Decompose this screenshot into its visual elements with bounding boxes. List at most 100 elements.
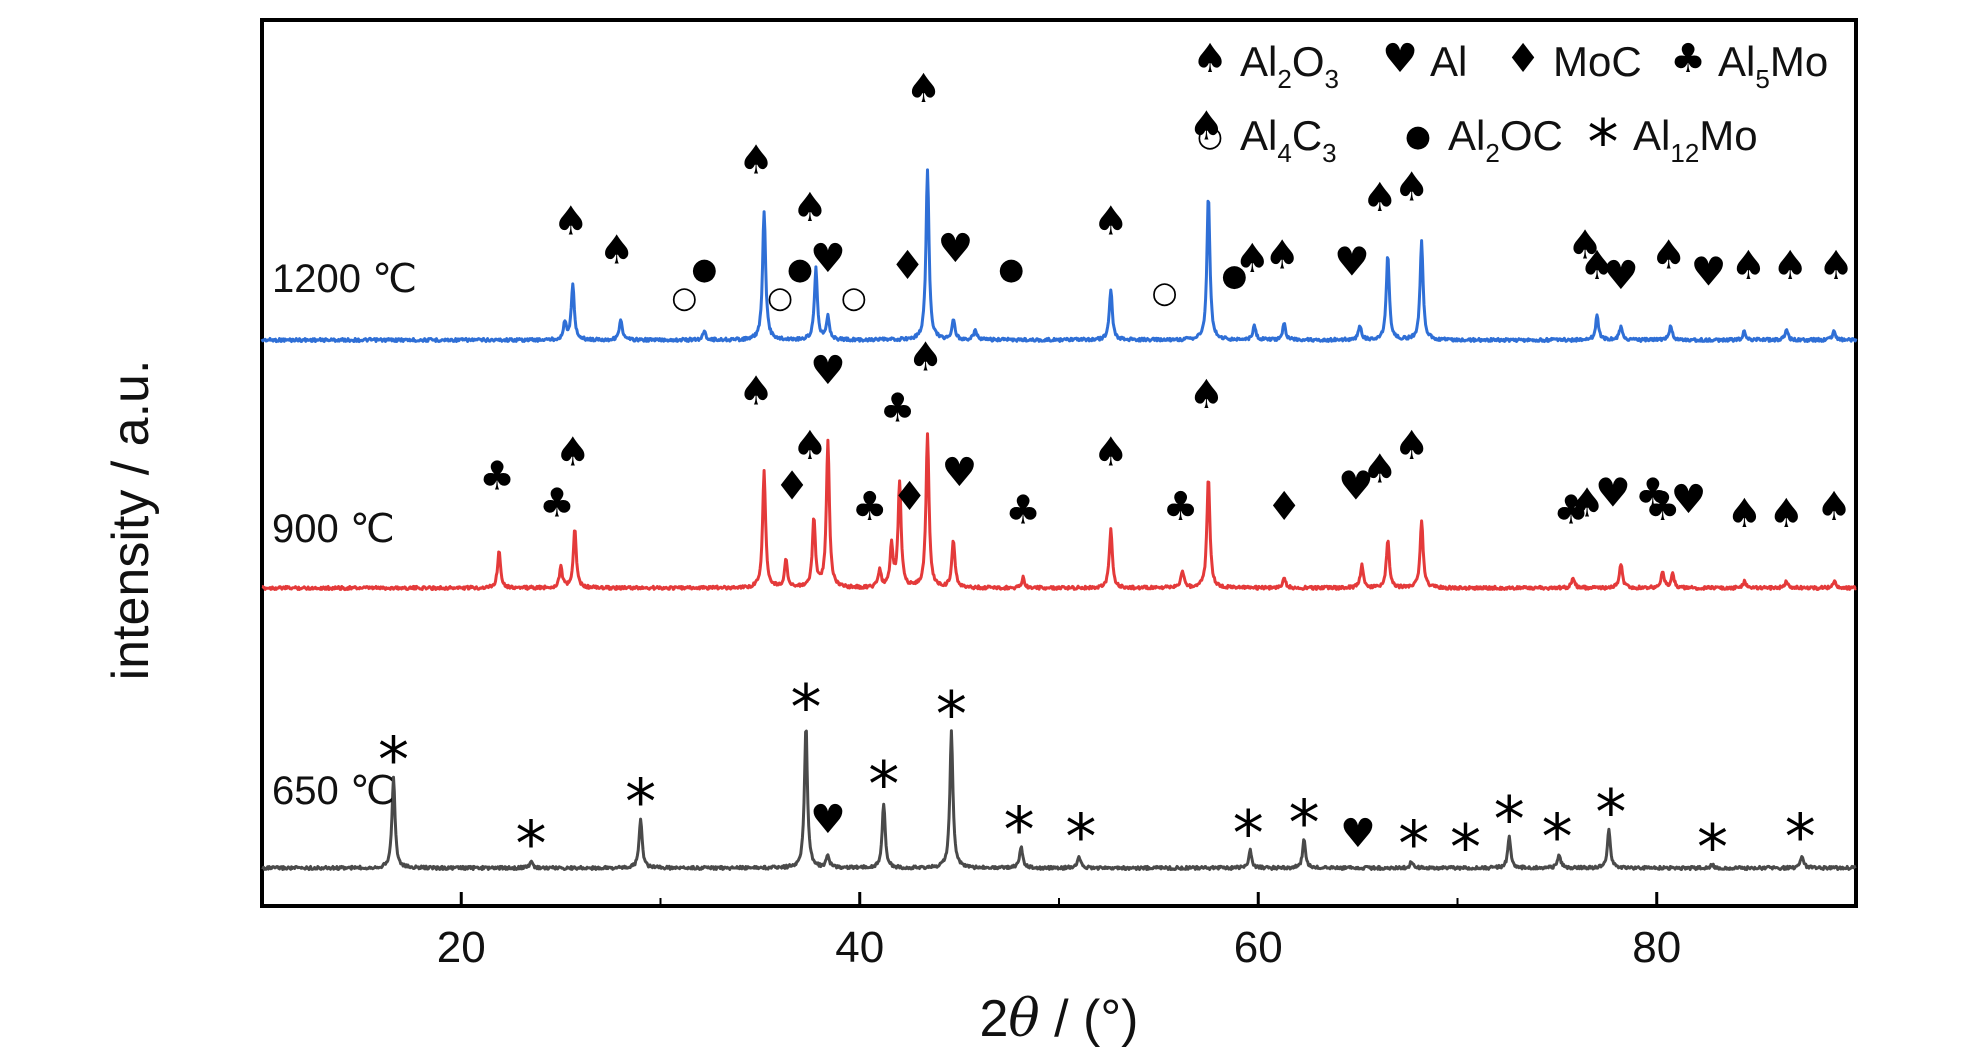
phase-marker: * bbox=[625, 766, 656, 839]
phase-marker: * bbox=[516, 808, 547, 881]
series-line bbox=[261, 432, 1857, 592]
phase-marker: * bbox=[1233, 797, 1264, 870]
phase-marker: ♠ bbox=[1726, 491, 1762, 537]
phase-marker: ● bbox=[998, 252, 1024, 287]
legend-symbol: ♥ bbox=[1382, 36, 1418, 82]
phase-marker: ● bbox=[691, 252, 717, 287]
series-line bbox=[260, 168, 1858, 344]
x-axis-ticks: 20 40 60 80 bbox=[261, 892, 1857, 972]
phase-marker: ♣ bbox=[1635, 470, 1671, 516]
phase-marker: ♠ bbox=[1362, 447, 1398, 493]
legend-entry: ● Al2OC bbox=[1405, 112, 1563, 168]
phase-marker: ♣ bbox=[1163, 484, 1199, 530]
phase-marker: ♣ bbox=[479, 453, 515, 499]
phase-marker: ♣ bbox=[1645, 484, 1681, 530]
phase-marker: ♠ bbox=[906, 66, 942, 112]
legend-label: Al4C3 bbox=[1240, 112, 1337, 168]
phase-marker: ♠ bbox=[1093, 430, 1129, 476]
phase-marker: ♣ bbox=[539, 481, 575, 527]
phase-marker: ♥ bbox=[1691, 250, 1727, 296]
phase-marker: ♠ bbox=[1730, 243, 1766, 289]
phase-marker: ♠ bbox=[738, 368, 774, 414]
legend-label: Al2OC bbox=[1448, 112, 1563, 168]
phase-marker: ♠ bbox=[1816, 484, 1852, 530]
phase-marker: ♥ bbox=[1603, 253, 1639, 299]
phase-marker: * bbox=[791, 671, 822, 744]
phase-marker: * bbox=[936, 678, 967, 751]
phase-marker: ♠ bbox=[1234, 236, 1270, 282]
series-layer bbox=[260, 168, 1858, 871]
series-label: 900 ℃ bbox=[272, 507, 395, 551]
phase-marker: ♦ bbox=[1266, 484, 1302, 530]
phase-marker: * bbox=[1004, 794, 1035, 867]
legend-entry: ♣ Al5Mo bbox=[1670, 36, 1828, 94]
phase-marker: ♠ bbox=[1772, 243, 1808, 289]
plot-area: ♠♠○●♠○●♠♥○♦♠♥ ●♠○♠●♠♠ ♥♠♠♠♠♥ ♠ ♥ ♠ ♠ ♠♣♣♠♠♦♠♥♣♣… bbox=[260, 18, 1858, 972]
legend-symbol: ♦ bbox=[1505, 36, 1541, 82]
x-axis-title-main: 2 bbox=[979, 990, 1008, 1048]
x-tick-label: 40 bbox=[835, 923, 884, 972]
phase-marker: ♥ bbox=[1338, 464, 1374, 510]
phase-marker: ♠ bbox=[792, 185, 828, 231]
phase-marker: ♥ bbox=[810, 236, 846, 282]
legend-symbol: * bbox=[1588, 106, 1619, 179]
x-tick-label: 20 bbox=[437, 923, 486, 972]
phase-marker: * bbox=[1595, 776, 1626, 849]
phase-marker: ♥ bbox=[1671, 477, 1707, 523]
legend-label: Al12Mo bbox=[1633, 112, 1758, 168]
phase-marker: ♠ bbox=[1569, 481, 1605, 527]
legend-label: Al2O3 bbox=[1240, 38, 1339, 94]
phase-marker: ♥ bbox=[810, 348, 846, 394]
legend-symbol: ○ bbox=[1197, 119, 1223, 154]
phase-marker: ♠ bbox=[1394, 165, 1430, 211]
phase-marker: * bbox=[1494, 783, 1525, 856]
phase-marker: * bbox=[1697, 811, 1728, 884]
legend-symbol: ♠ bbox=[1192, 36, 1228, 82]
phase-marker: * bbox=[1065, 801, 1096, 874]
legend-entry: * Al12Mo bbox=[1588, 106, 1758, 179]
phase-marker: * bbox=[1542, 801, 1573, 874]
y-axis-title: intensity / a.u. bbox=[102, 360, 160, 681]
phase-marker: ♠ bbox=[1264, 233, 1300, 279]
phase-marker: ♦ bbox=[890, 243, 926, 289]
phase-marker: ♠ bbox=[908, 334, 944, 380]
phase-marker: ♠ bbox=[1394, 423, 1430, 469]
phase-marker: ♠ bbox=[553, 199, 589, 245]
legend-label: Al5Mo bbox=[1718, 38, 1828, 94]
legend-label: Al bbox=[1430, 38, 1467, 85]
phase-marker: ♣ bbox=[1553, 487, 1589, 533]
phase-marker: ♠ bbox=[1188, 372, 1224, 418]
phase-marker: ♠ bbox=[1768, 491, 1804, 537]
phase-marker: * bbox=[1450, 811, 1481, 884]
phase-marker: ♠ bbox=[1651, 233, 1687, 279]
series-line bbox=[261, 729, 1857, 871]
phase-marker: ♥ bbox=[941, 450, 977, 496]
legend-symbol: ♣ bbox=[1670, 36, 1706, 82]
x-axis-title: 2θ / (°) bbox=[979, 989, 1138, 1049]
legend-entry: ♥ Al bbox=[1382, 36, 1467, 85]
phase-marker: * bbox=[1289, 787, 1320, 860]
phase-marker: ♣ bbox=[852, 484, 888, 530]
phase-marker: ♠ bbox=[738, 137, 774, 183]
legend-symbol: ● bbox=[1405, 119, 1431, 154]
x-tick-label: 60 bbox=[1234, 923, 1283, 972]
phase-marker: ♠ bbox=[1567, 222, 1603, 268]
phase-marker: ♠ bbox=[792, 423, 828, 469]
series-label: 650 ℃ bbox=[272, 769, 395, 813]
phase-marker: ♦ bbox=[774, 464, 810, 510]
phase-marker: ♥ bbox=[1595, 470, 1631, 516]
phase-marker: * bbox=[378, 724, 409, 797]
phase-marker: ♣ bbox=[880, 385, 916, 431]
phase-marker: * bbox=[868, 748, 899, 821]
phase-marker: * bbox=[1398, 808, 1429, 881]
phase-marker: ♥ bbox=[810, 797, 846, 843]
phase-marker: ○ bbox=[671, 281, 697, 316]
phase-marker: * bbox=[1785, 801, 1816, 874]
legend-label: MoC bbox=[1553, 38, 1642, 85]
x-axis-title-unit: / (°) bbox=[1040, 990, 1139, 1048]
legend-entry: ♦ MoC bbox=[1505, 36, 1642, 85]
phase-marker: ♠ bbox=[555, 430, 591, 476]
phase-marker: ♠ bbox=[1579, 243, 1615, 289]
phase-marker: ○ bbox=[841, 281, 867, 316]
